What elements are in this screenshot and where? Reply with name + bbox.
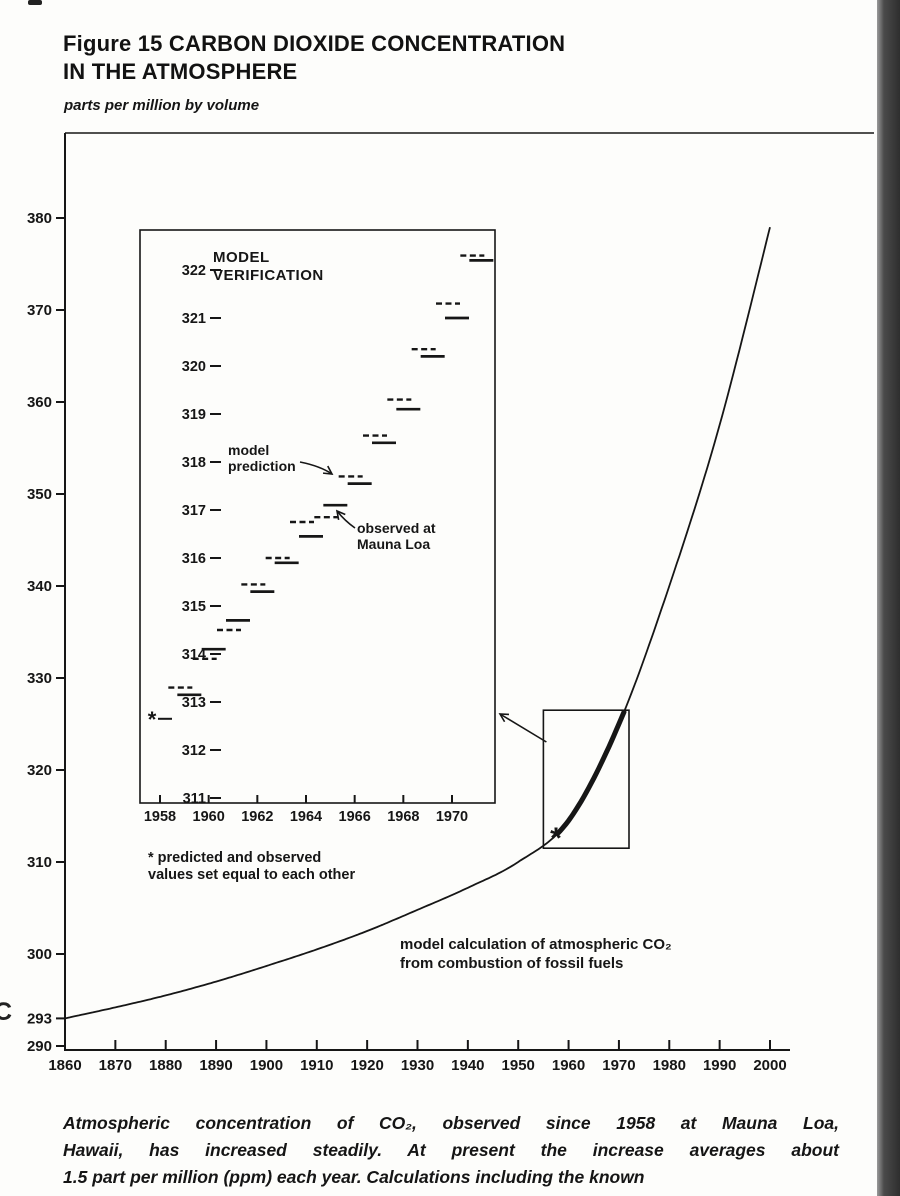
main-asterisk: * [550,822,562,855]
inset-footnote: * predicted and observed [148,850,321,866]
main-x-tick-label: 1860 [48,1057,81,1074]
model-prediction-arrow-head [322,465,334,475]
observed-thick-segment [556,709,627,836]
inset-x-tick-label: 1968 [387,809,419,825]
inset-footnote: values set equal to each other [148,867,355,883]
main-x-tick-label: 1970 [602,1057,635,1074]
main-x-tick-label: 2000 [753,1057,786,1074]
figure-title: Figure 15 CARBON DIOXIDE CONCENTRATION I… [63,30,565,86]
model-curve [64,226,771,1020]
main-y-tick-label: 340 [27,578,52,595]
inset-y-tick-label: 316 [182,551,206,567]
main-x-tick-label: 1880 [149,1057,182,1074]
main-y-tick-label: 380 [27,210,52,227]
inset-x-tick-label: 1966 [339,809,371,825]
scan-edge-strip [877,0,900,1196]
inset-x-tick-label: 1970 [436,809,468,825]
main-y-tick-label: 370 [27,302,52,319]
scan-artifact-margin-mark: C [0,998,13,1026]
figure-caption: Atmospheric concentration of CO₂, observ… [63,1110,839,1191]
inset-y-tick-label: 318 [182,455,206,471]
model-prediction-arrow [299,461,333,475]
main-y-tick-label: 350 [27,486,52,503]
main-y-tick-label: 290 [27,1038,52,1055]
main-x-tick-label: 1890 [199,1057,232,1074]
inset-y-tick-label: 321 [182,311,206,327]
y-axis-unit-label: parts per million by volume [64,97,260,114]
main-y-tick-label: 300 [27,946,52,963]
inset-y-tick-label: 314 [182,647,206,663]
main-x-tick-label: 1980 [653,1057,686,1074]
main-y-tick-label: 320 [27,762,52,779]
inset-y-tick-label: 312 [182,743,206,759]
inset-x-tick-label: 1964 [290,809,322,825]
inset-title: VERIFICATION [213,267,324,284]
main-chart: 290 293 300 310 320 330 340 350 360 370 380 1860 187… [27,132,874,1074]
inset-y-tick-label: 315 [182,599,206,615]
main-y-tick-label: 360 [27,394,52,411]
inset-x-tick-label: 1958 [144,809,176,825]
highlight-box [542,709,630,850]
main-y-tick-label: 310 [27,854,52,871]
model-prediction-label: prediction [228,458,296,474]
main-x-tick-label: 1930 [401,1057,434,1074]
scan-artifact-top-left [28,0,42,5]
inset-x-tick-label: 1962 [241,809,273,825]
main-x-tick-label: 1900 [250,1057,283,1074]
main-x-tick-label: 1870 [99,1057,132,1074]
inset-pointer-arrow-head [498,713,510,723]
main-x-tick-label: 1960 [552,1057,585,1074]
main-y-tick-label: 293 [27,1010,52,1027]
inset-y-tick-label: 319 [182,407,206,423]
observed-arrow-head [335,509,346,520]
model-prediction-label: model [228,442,269,458]
main-x-tick-label: 1940 [451,1057,484,1074]
caption-line-3: 1.5 part per million (ppm) each year. Ca… [63,1167,645,1187]
inset-title: MODEL [213,249,270,266]
caption-line-1: Atmospheric concentration of CO₂, observ… [63,1113,839,1133]
inset-chart: 311 312 313 314 315 316 317 318 319 320 321 322 1958… [139,229,496,883]
inset-x-tick-label: 1960 [193,809,225,825]
curve-annotation: from combustion of fossil fuels [400,955,623,972]
inset-y-tick-label: 311 [183,791,206,807]
inset-y-tick-label: 322 [182,263,206,279]
main-x-tick-label: 1950 [502,1057,535,1074]
main-x-tick-label: 1990 [703,1057,736,1074]
observed-label: observed at [357,520,436,536]
caption-line-2: Hawaii, has increased steadily. At prese… [63,1140,839,1160]
main-y-tick-label: 330 [27,670,52,687]
figure-title-line-1: Figure 15 CARBON DIOXIDE CONCENTRATION [63,31,566,56]
inset-asterisk: * [148,707,157,732]
inset-y-tick-label: 317 [182,503,206,519]
curve-annotation: model calculation of atmospheric CO₂ [400,936,672,953]
figure-title-line-2: IN THE ATMOSPHERE [63,59,298,84]
main-x-tick-label: 1910 [300,1057,333,1074]
observed-label: Mauna Loa [357,536,430,552]
main-x-tick-label: 1920 [350,1057,383,1074]
inset-y-tick-label: 320 [182,359,206,375]
inset-pointer-arrow [499,713,547,743]
inset-y-tick-label: 313 [182,695,206,711]
observed-arrow [336,510,356,529]
